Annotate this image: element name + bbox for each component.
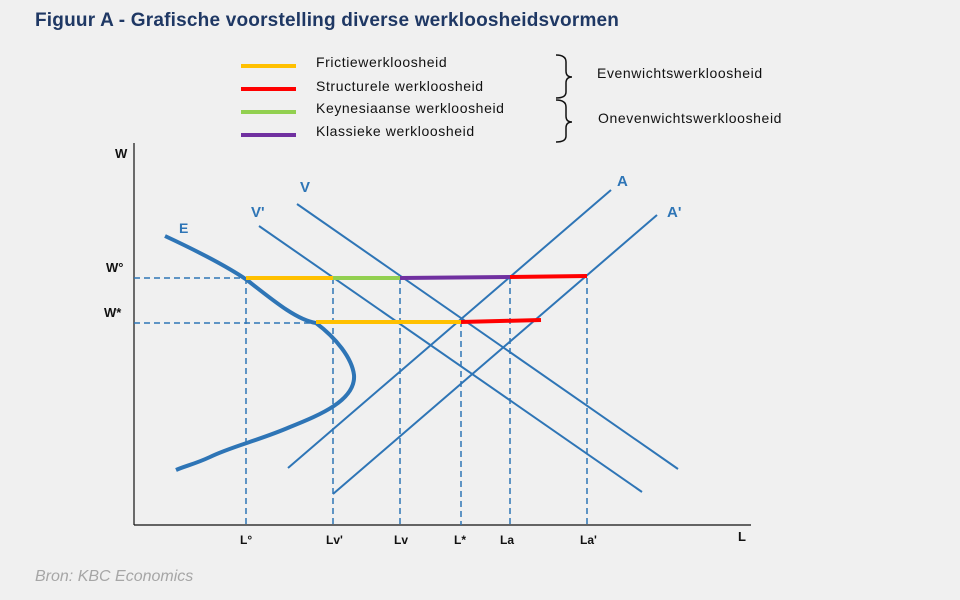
y-tick-wstar: W*: [104, 305, 122, 320]
guide-lines: [134, 277, 588, 525]
brace-disequilibrium: [555, 99, 573, 143]
curve-a: [287, 189, 612, 469]
x-axis-label: L: [738, 529, 746, 544]
y-tick-labels: W° W*: [104, 260, 123, 320]
x-tick-lv: Lv: [394, 533, 408, 547]
figure-title: Figuur A - Grafische voorstelling divers…: [35, 10, 620, 31]
x-tick-lstar: L*: [454, 533, 466, 547]
group-label-disequilibrium: Onevenwichtswerkloosheid: [598, 110, 782, 126]
x-tick-la: La: [500, 533, 514, 547]
y-axis-label: W: [115, 146, 128, 161]
curve-label-e: E: [179, 220, 188, 236]
legend-label-keynesian: Keynesiaanse werkloosheid: [316, 100, 505, 116]
legend: Frictiewerkloosheid Structurele werkloos…: [241, 54, 782, 143]
segment-structural-wstar: [460, 318, 542, 324]
curve-label-v-prime: V': [251, 204, 265, 221]
curve-label-a-prime: A': [667, 204, 681, 221]
legend-label-classical: Klassieke werkloosheid: [316, 123, 475, 139]
group-label-equilibrium: Evenwichtswerkloosheid: [597, 65, 763, 81]
unemployment-segments: [246, 274, 588, 324]
x-tick-la-prime: La': [580, 533, 597, 547]
segment-classical: [399, 275, 511, 280]
curve-label-v: V: [300, 179, 310, 196]
curve-a-prime: [332, 214, 658, 495]
x-tick-lo: L°: [240, 533, 252, 547]
curve-v: [296, 203, 679, 470]
curves: [164, 189, 679, 495]
brace-equilibrium: [555, 54, 573, 99]
x-tick-labels: L° Lv' Lv L* La La': [240, 533, 597, 547]
curve-v-prime: [258, 225, 643, 493]
curve-label-a: A: [617, 173, 628, 190]
x-tick-lv-prime: Lv': [326, 533, 343, 547]
axes: W L: [115, 143, 751, 544]
legend-label-frictional: Frictiewerkloosheid: [316, 54, 447, 70]
segment-structural-wo: [509, 274, 588, 279]
curve-labels: E V' V A A': [179, 173, 681, 236]
y-tick-wo: W°: [106, 260, 123, 275]
legend-label-structural: Structurele werkloosheid: [316, 78, 484, 94]
source-note: Bron: KBC Economics: [35, 568, 194, 585]
